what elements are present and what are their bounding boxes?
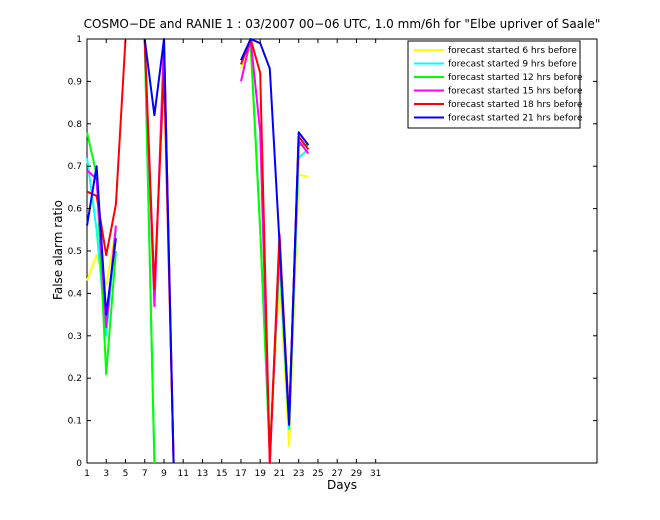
y-tick-label: 0 <box>76 459 82 469</box>
x-axis-ticks: 1 3 5 7 9 11 13 15 17 19 21 23 25 27 29 31 <box>84 39 381 479</box>
y-tick-label: 0.2 <box>68 374 82 384</box>
x-tick-label: 3 <box>103 469 109 479</box>
x-axis-label: Days <box>327 478 357 492</box>
y-tick-label: 0.6 <box>68 205 83 215</box>
x-tick-label: 1 <box>84 469 90 479</box>
x-tick-label: 23 <box>293 469 304 479</box>
legend-label-2: forecast started 9 hrs before <box>448 60 577 70</box>
series-layer <box>86 38 310 464</box>
x-tick-label: 5 <box>123 469 129 479</box>
legend: forecast started 6 hrs before forecast st… <box>407 40 583 129</box>
y-axis-label: False alarm ratio <box>51 200 65 300</box>
x-tick-label: 21 <box>274 469 285 479</box>
x-tick-label: 29 <box>351 469 363 479</box>
x-tick-label: 9 <box>161 469 167 479</box>
y-tick-label: 0.8 <box>68 120 83 130</box>
y-tick-label: 1 <box>76 35 82 45</box>
chart-title: COSMO−DE and RANIE 1 : 03/2007 00−06 UTC… <box>84 17 601 31</box>
y-tick-label: 0.4 <box>68 289 83 299</box>
x-tick-label: 19 <box>254 469 266 479</box>
y-tick-label: 0.7 <box>68 162 82 172</box>
y-tick-label: 0.5 <box>68 247 82 257</box>
x-tick-label: 27 <box>331 469 342 479</box>
legend-label-1: forecast started 6 hrs before <box>448 46 577 56</box>
series-line-6 <box>86 38 310 464</box>
y-axis-ticks: 0 0.1 0.2 0.3 0.4 0.5 0.6 0.7 0.8 0.9 1 <box>68 35 597 469</box>
x-tick-label: 25 <box>312 469 323 479</box>
y-tick-label: 0.9 <box>68 77 83 87</box>
legend-label-6: forecast started 21 hrs before <box>448 114 583 124</box>
x-tick-label: 31 <box>370 469 381 479</box>
x-tick-label: 15 <box>216 469 227 479</box>
x-tick-label: 11 <box>177 469 188 479</box>
legend-label-3: forecast started 12 hrs before <box>448 73 583 83</box>
x-tick-label: 13 <box>197 469 208 479</box>
y-tick-label: 0.3 <box>68 332 82 342</box>
legend-box <box>407 40 581 129</box>
y-tick-label: 0.1 <box>68 417 82 427</box>
legend-label-5: forecast started 18 hrs before <box>448 100 583 110</box>
x-tick-label: 7 <box>142 469 148 479</box>
x-tick-label: 17 <box>235 469 246 479</box>
legend-label-4: forecast started 15 hrs before <box>448 87 583 97</box>
